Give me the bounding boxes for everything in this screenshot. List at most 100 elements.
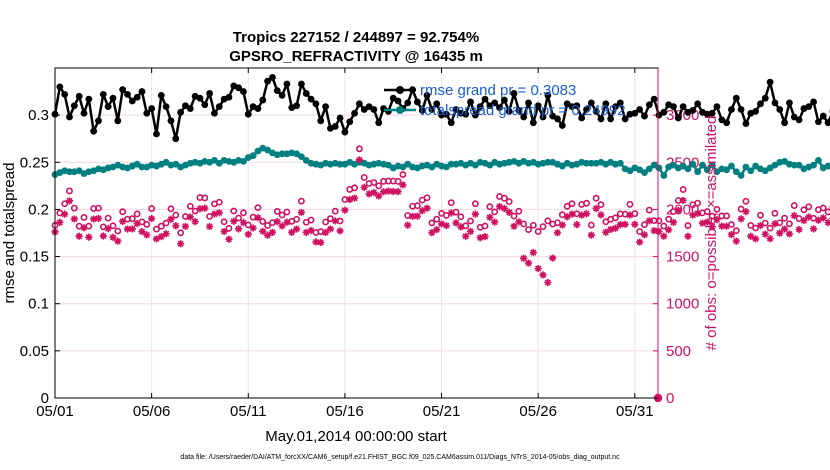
rmse-point: [616, 99, 624, 107]
obs-possible-point: [612, 214, 619, 222]
obs-assimilated-point: [607, 225, 615, 234]
obs-possible-point: [423, 194, 431, 202]
obs-possible-point: [471, 200, 479, 208]
obs-assimilated-point: [389, 187, 397, 196]
obs-assimilated-point: [805, 213, 813, 221]
rmse-point: [795, 116, 803, 124]
rmse-point: [312, 100, 320, 108]
rmse-point: [61, 91, 69, 98]
obs-assimilated-point: [61, 210, 69, 218]
obs-possible-point: [747, 221, 755, 229]
obs-assimilated-point: [752, 235, 760, 243]
obs-assimilated-point: [466, 227, 475, 235]
obs-assimilated-point: [220, 227, 228, 236]
obs-assimilated-point: [355, 156, 363, 164]
obs-possible-point: [703, 208, 711, 215]
obs-possible-point: [486, 203, 494, 211]
obs-possible-point: [641, 221, 648, 229]
totalspread-point: [249, 152, 257, 160]
legend-spread-marker: [396, 106, 404, 114]
totalspread-point: [240, 157, 247, 165]
rmse-point: [505, 107, 513, 115]
rmse-point: [177, 108, 185, 116]
rmse-point: [172, 135, 180, 143]
rmse-point: [452, 106, 460, 113]
obs-assimilated-point: [457, 223, 465, 231]
totalspread-point: [641, 169, 648, 177]
obs-assimilated-point: [254, 214, 262, 222]
totalspread-point: [699, 161, 706, 169]
obs-assimilated-point: [244, 230, 252, 238]
rmse-point: [471, 111, 479, 119]
obs-possible-point: [133, 210, 141, 218]
rmse-point: [196, 94, 204, 102]
x-tick-label: 05/31: [616, 403, 654, 420]
obs-assimilated-point: [655, 227, 663, 236]
rmse-point: [157, 91, 165, 99]
obs-assimilated-point: [133, 219, 141, 228]
rmse-point: [776, 106, 784, 113]
obs-possible-point: [399, 171, 407, 178]
obs-assimilated-point: [800, 216, 808, 225]
rmse-point: [728, 106, 735, 113]
obs-assimilated-point: [756, 221, 765, 230]
obs-assimilated-point: [375, 192, 383, 200]
obs-possible-point: [457, 213, 465, 221]
obs-assimilated-point: [640, 231, 649, 239]
obs-possible-point: [278, 211, 286, 219]
obs-assimilated-point: [94, 214, 103, 222]
obs-assimilated-point: [573, 221, 581, 229]
obs-assimilated-point: [186, 213, 194, 221]
obs-assimilated-point: [360, 183, 368, 191]
obs-possible-point: [597, 201, 605, 209]
obs-possible-point: [298, 197, 305, 205]
obs-assimilated-point: [263, 231, 272, 239]
obs-assimilated-point: [370, 188, 378, 197]
rmse-point: [810, 98, 817, 106]
obs-assimilated-point: [785, 230, 794, 238]
rmse-point: [56, 83, 64, 91]
rmse-point: [128, 97, 136, 105]
obs-assimilated-point: [56, 218, 64, 226]
obs-possible-point: [119, 208, 127, 216]
obs-assimilated-point: [549, 254, 557, 262]
obs-assimilated-point: [239, 219, 248, 227]
obs-possible-point: [684, 222, 692, 229]
obs-assimilated-point: [578, 211, 586, 219]
rmse-point: [341, 128, 349, 136]
rmse-point: [587, 99, 595, 107]
obs-possible-point: [404, 212, 412, 219]
rmse-point: [114, 117, 122, 125]
obs-assimilated-point: [732, 237, 740, 245]
y-tick-label: 0.2: [28, 201, 49, 218]
obs-possible-point: [351, 184, 358, 192]
rmse-point: [515, 107, 523, 114]
rmse-point: [418, 107, 426, 114]
y-right-tick-label: 1500: [666, 249, 699, 266]
obs-possible-point: [375, 182, 383, 190]
obs-possible-point: [355, 145, 363, 153]
obs-possible-point: [819, 204, 827, 212]
rmse-point: [558, 122, 566, 129]
obs-possible-point: [645, 206, 653, 214]
obs-assimilated-point: [505, 208, 513, 216]
obs-assimilated-point: [674, 206, 682, 215]
obs-assimilated-point: [336, 227, 344, 235]
obs-possible-point: [307, 216, 315, 224]
rmse-point: [737, 106, 745, 113]
obs-possible-point: [583, 199, 590, 207]
rmse-point: [298, 80, 305, 88]
legend-spread-label: totalspread grand pr = 0.24992: [420, 102, 626, 119]
obs-possible-point: [220, 218, 228, 226]
totalspread-point: [583, 159, 590, 167]
obs-assimilated-point: [486, 213, 494, 221]
obs-possible-point: [660, 222, 668, 230]
rmse-point: [153, 130, 160, 138]
totalspread-point: [795, 161, 803, 169]
obs-assimilated-point: [278, 222, 286, 230]
rmse-point: [119, 86, 127, 94]
obs-assimilated-point: [515, 218, 523, 226]
obs-assimilated-point: [747, 232, 755, 240]
totalspread-point: [737, 172, 745, 179]
obs-assimilated-point: [123, 225, 132, 233]
